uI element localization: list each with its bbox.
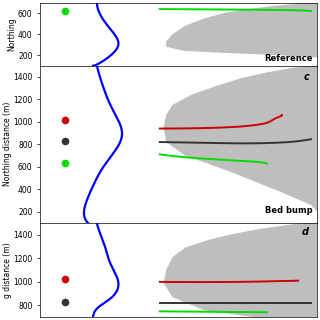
Y-axis label: Northing distance (m): Northing distance (m) <box>3 102 12 187</box>
Y-axis label: Northing: Northing <box>8 17 17 51</box>
Text: Bed bump: Bed bump <box>266 206 313 215</box>
Text: d: d <box>302 227 309 237</box>
Y-axis label: g distance (m): g distance (m) <box>3 242 12 298</box>
Text: c: c <box>303 72 309 82</box>
Polygon shape <box>164 223 317 317</box>
Polygon shape <box>166 3 317 57</box>
Polygon shape <box>164 66 317 212</box>
Text: Reference: Reference <box>265 53 313 62</box>
